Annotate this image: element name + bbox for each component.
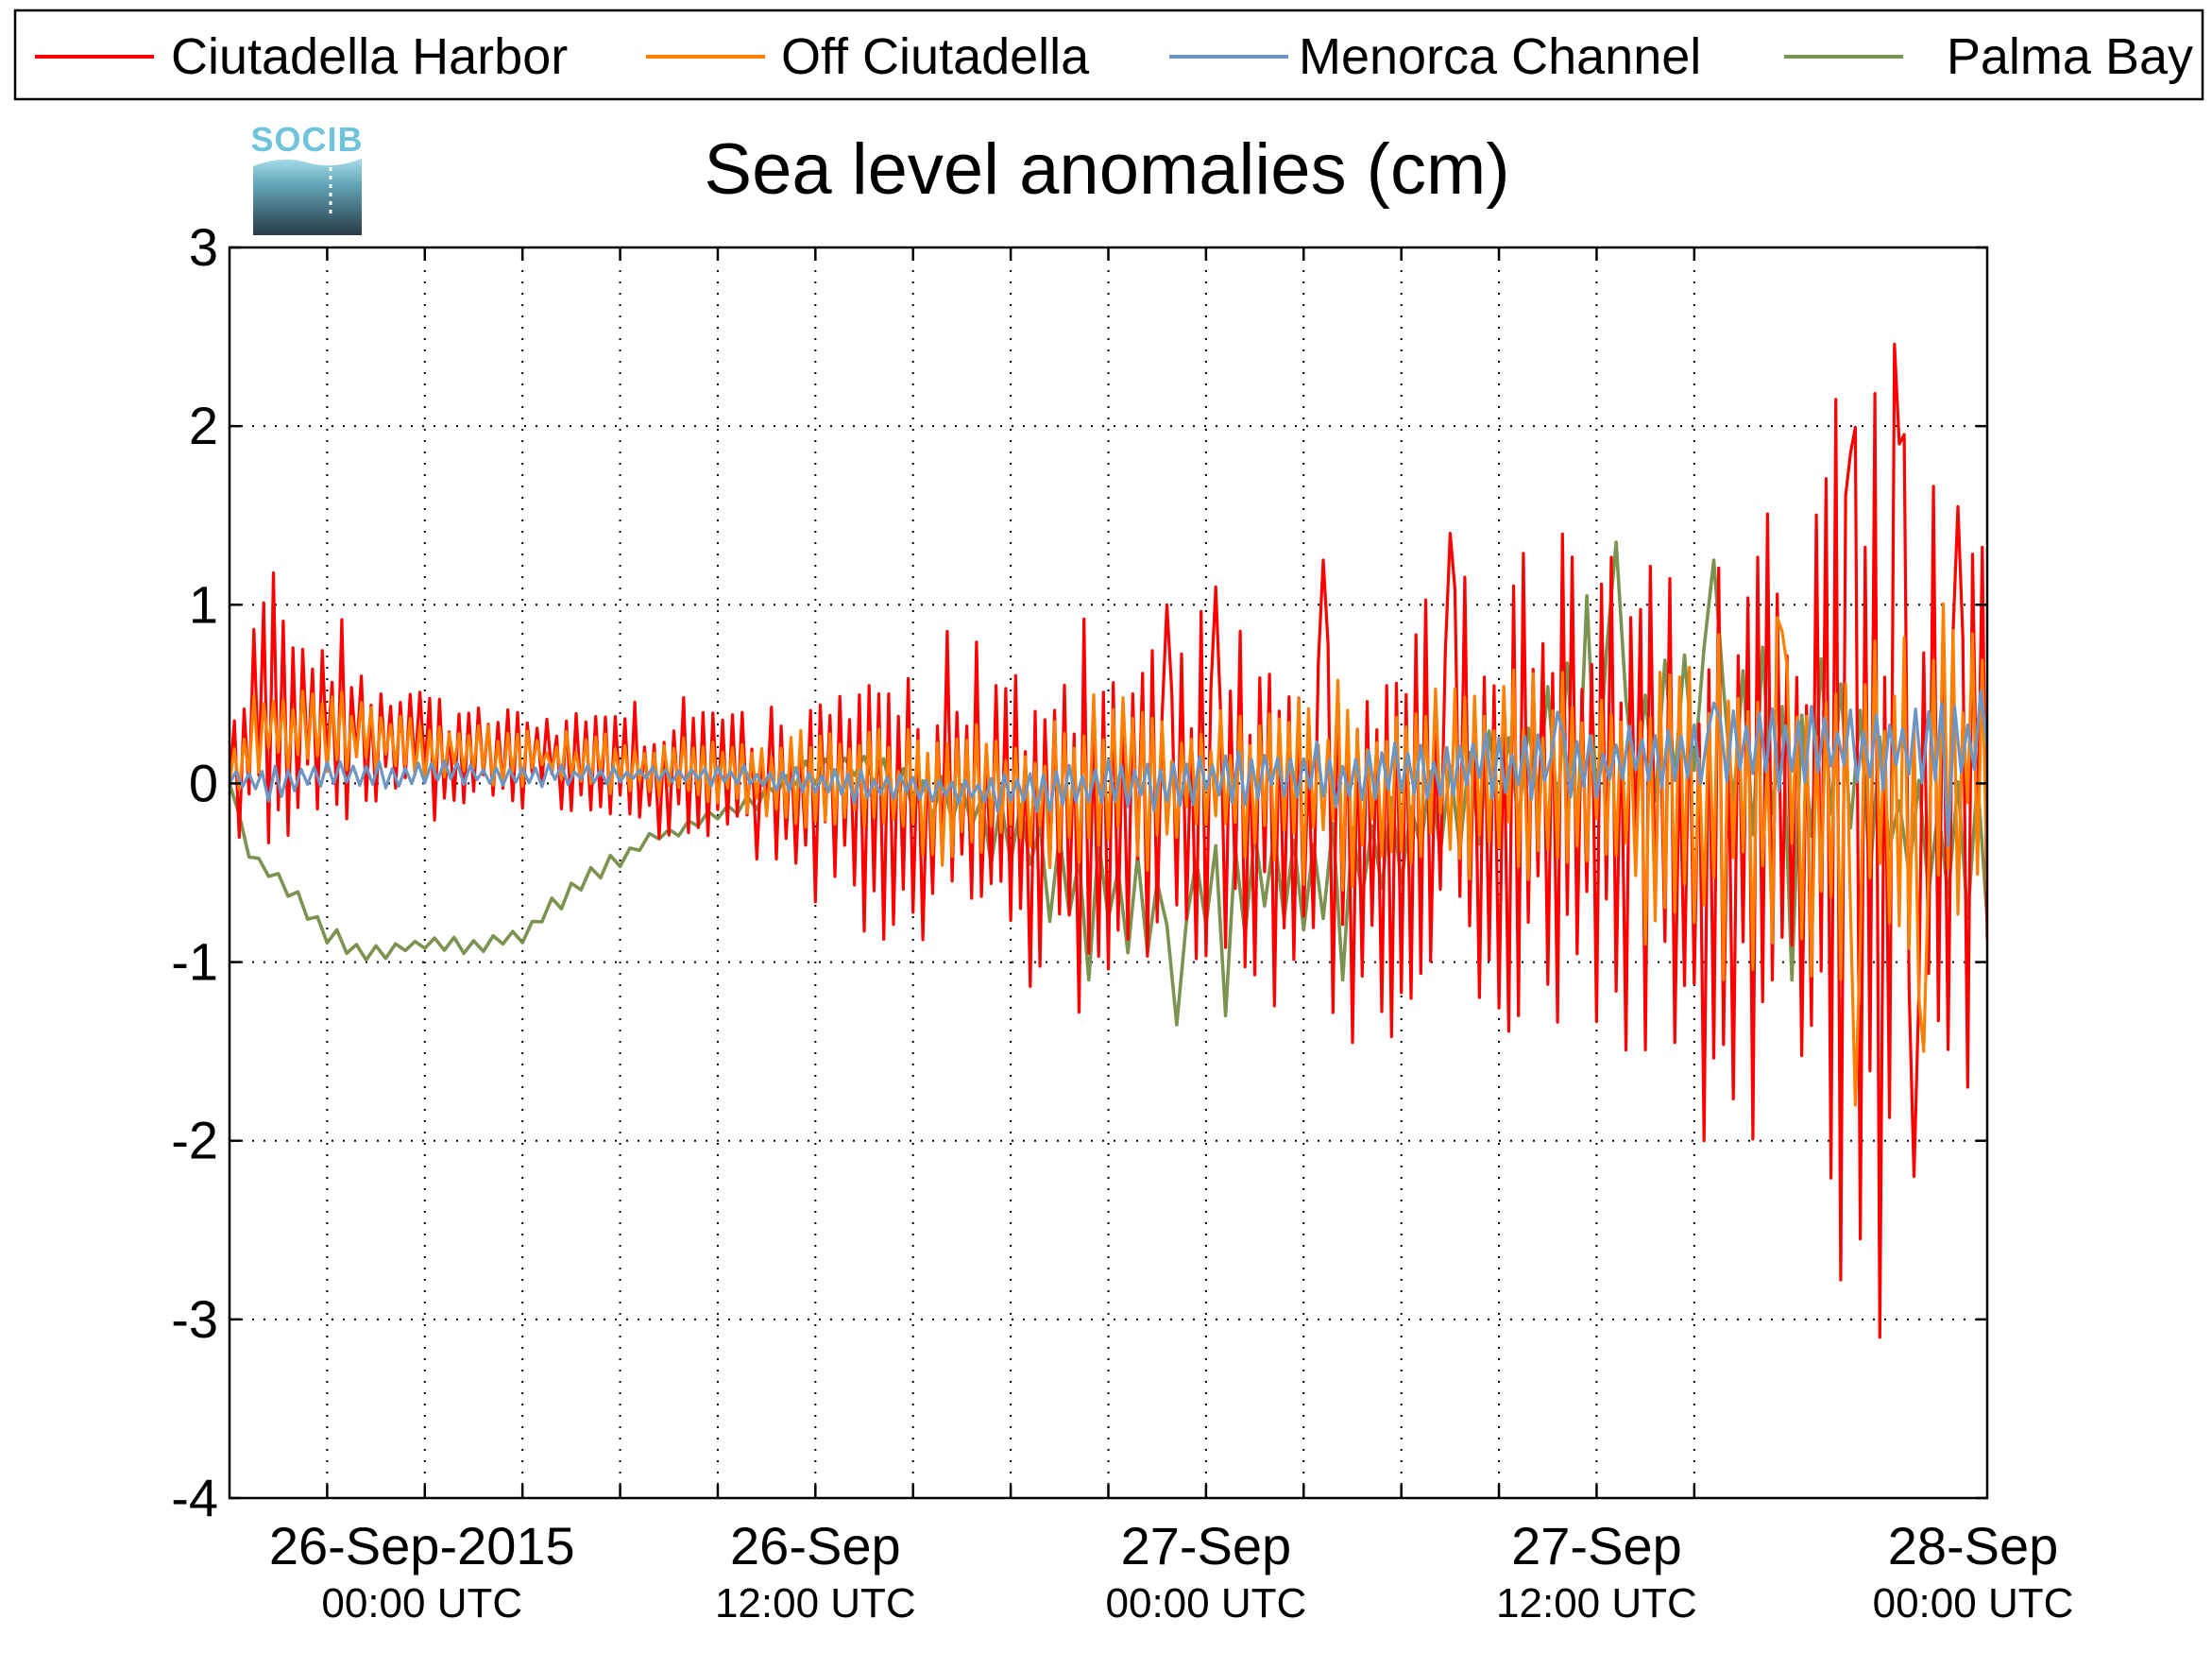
socib-logo-wave xyxy=(253,159,362,235)
socib-logo: SOCIB xyxy=(250,120,363,235)
x-tick-sublabel: 00:00 UTC xyxy=(1106,1580,1307,1626)
legend: Ciutadella Harbor Off Ciutadella Menorca… xyxy=(13,9,2204,101)
series-line-menorca-channel xyxy=(230,689,1987,848)
legend-label-menorca-channel: Menorca Channel xyxy=(1299,28,1701,85)
y-axis: 3 2 1 0 -1 -2 -3 -4 xyxy=(171,217,218,1527)
socib-logo-text: SOCIB xyxy=(250,120,363,159)
tick-marks xyxy=(230,246,1987,1500)
x-axis: 26-Sep-2015 00:00 UTC 26-Sep 12:00 UTC 27-Se… xyxy=(269,1516,2074,1626)
x-tick-label: 27-Sep xyxy=(1121,1516,1292,1575)
x-tick-sublabel: 12:00 UTC xyxy=(715,1580,916,1626)
series-line-off-ciutadella xyxy=(230,602,1987,1107)
y-tick-label: 2 xyxy=(189,396,218,455)
plot-area xyxy=(228,246,1989,1500)
series-lines xyxy=(230,342,1987,1339)
chart-title: Sea level anomalies (cm) xyxy=(704,129,1509,210)
series-line-ciutadella-harbor xyxy=(230,342,1987,1339)
y-tick-label: 3 xyxy=(189,217,218,277)
grid-lines xyxy=(230,247,1987,1498)
x-tick-label: 27-Sep xyxy=(1511,1516,1682,1575)
x-tick-label: 28-Sep xyxy=(1888,1516,2059,1575)
x-tick-sublabel: 00:00 UTC xyxy=(321,1580,522,1626)
legend-label-palma-bay: Palma Bay xyxy=(1947,28,2193,85)
y-tick-label: -1 xyxy=(171,932,218,992)
x-tick-sublabel: 00:00 UTC xyxy=(1873,1580,2074,1626)
y-tick-label: -2 xyxy=(171,1111,218,1170)
x-tick-label: 26-Sep xyxy=(730,1516,901,1575)
y-tick-label: -4 xyxy=(171,1468,218,1527)
x-tick-label: 26-Sep-2015 xyxy=(269,1516,575,1575)
legend-label-ciutadella-harbor: Ciutadella Harbor xyxy=(171,28,568,85)
x-tick-sublabel: 12:00 UTC xyxy=(1496,1580,1697,1626)
legend-label-off-ciutadella: Off Ciutadella xyxy=(781,28,1090,85)
y-tick-label: 1 xyxy=(189,574,218,634)
y-tick-label: 0 xyxy=(189,753,218,812)
y-tick-label: -3 xyxy=(171,1289,218,1349)
